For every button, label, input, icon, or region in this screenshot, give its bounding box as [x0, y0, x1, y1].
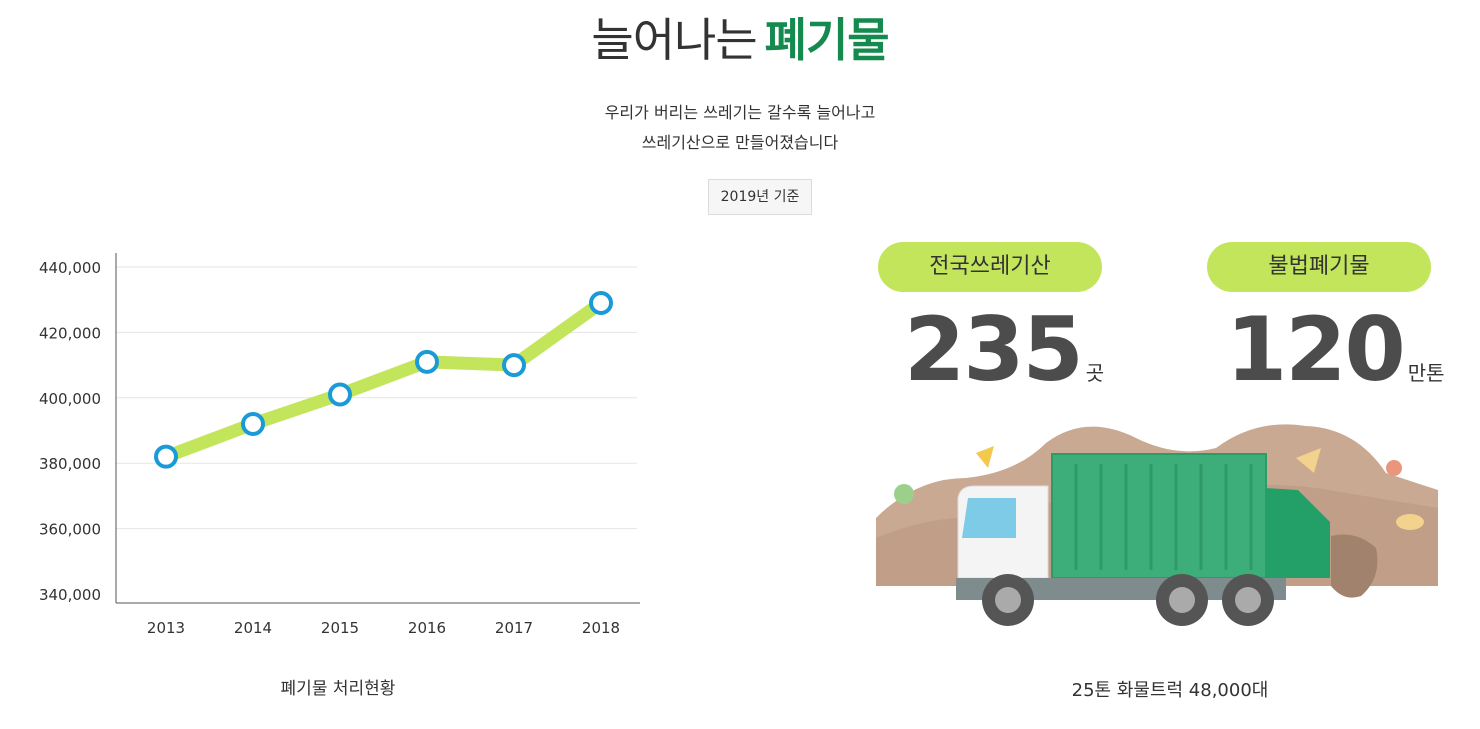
subtitle-line-1: 우리가 버리는 쓰레기는 갈수록 늘어나고: [604, 103, 876, 122]
title-main: 늘어나는: [591, 13, 757, 67]
stat-illegal-waste: 120 만톤: [1226, 300, 1445, 400]
x-tick-label: 2018: [582, 619, 620, 635]
x-tick-label: 2015: [321, 619, 359, 635]
y-tick-label: 360,000: [39, 521, 101, 539]
stat-waste-mountains: 235 곳: [904, 300, 1104, 400]
chart-caption: 폐기물 처리현황: [280, 679, 396, 699]
stat-unit: 곳: [1085, 361, 1105, 385]
page-title: 늘어나는 폐기물: [0, 8, 1480, 72]
truck-caption: 25톤 화물트럭 48,000대: [1071, 680, 1269, 701]
stat-value: 235: [904, 298, 1084, 401]
stat-label-illegal-waste: 불법폐기물: [1207, 242, 1431, 292]
data-point: [502, 353, 526, 378]
subtitle-line-2: 쓰레기산으로 만들어졌습니다: [641, 133, 839, 152]
data-point: [415, 349, 439, 374]
truck-wheels: [982, 574, 1274, 626]
x-tick-label: 2016: [408, 619, 446, 635]
garbage-truck-icon: [876, 424, 1438, 626]
x-tick-label: 2014: [234, 619, 272, 635]
stat-label-waste-mountains: 전국쓰레기산: [878, 242, 1102, 292]
trash-debris: [894, 446, 1424, 598]
data-point: [589, 290, 613, 315]
truck-hopper: [1266, 488, 1330, 578]
x-axis: 2013 2014 2015 2016 2017 2018: [116, 602, 640, 635]
truck-window: [962, 498, 1016, 538]
series-line: [159, 296, 608, 464]
y-tick-label: 380,000: [39, 455, 101, 473]
x-tick-label: 2013: [147, 619, 185, 635]
y-axis: 340,000 360,000 380,000 400,000 420,000 440,0…: [39, 253, 117, 604]
y-tick-label: 420,000: [39, 324, 101, 342]
x-tick-label: 2017: [495, 619, 533, 635]
chart-series: [154, 290, 613, 469]
container-ribs: [1074, 464, 1253, 570]
y-tick-label: 440,000: [39, 259, 101, 277]
title-highlight: 폐기물: [764, 13, 890, 67]
subtitle: 우리가 버리는 쓰레기는 갈수록 늘어나고 쓰레기산으로 만들어졌습니다: [0, 98, 1480, 158]
truck-container: [1051, 453, 1267, 579]
stat-unit: 만톤: [1407, 361, 1445, 385]
stat-value: 120: [1226, 298, 1406, 401]
year-badge: 2019년 기준: [708, 179, 812, 215]
data-point: [328, 382, 352, 407]
line-chart: 340,000 360,000 380,000 400,000 420,000 440,0…: [39, 253, 640, 635]
y-tick-label: 400,000: [39, 390, 101, 408]
data-point: [154, 444, 178, 469]
y-tick-label: 340,000: [39, 586, 101, 604]
chart-grid: [116, 266, 637, 530]
data-point: [241, 411, 265, 436]
